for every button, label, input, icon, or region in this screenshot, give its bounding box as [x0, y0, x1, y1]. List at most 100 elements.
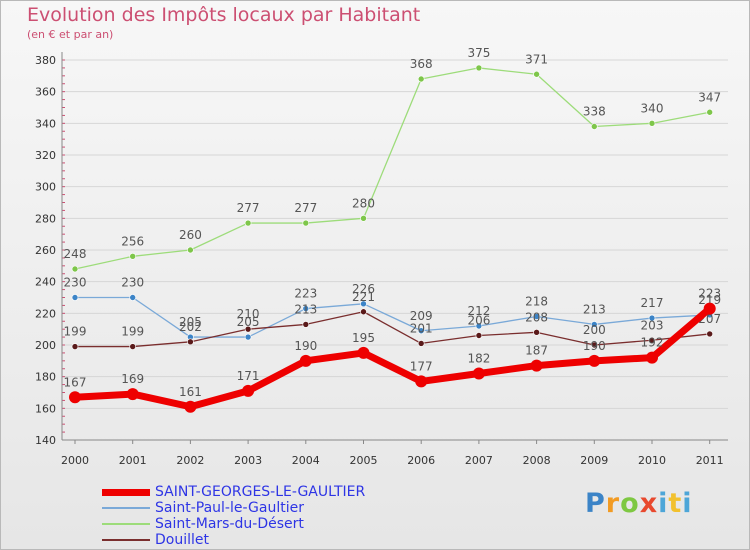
data-point [590, 321, 598, 328]
data-point [530, 359, 543, 372]
x-tick-label: 2005 [350, 454, 378, 467]
data-point [590, 123, 598, 130]
data-point [706, 330, 714, 338]
data-point [533, 70, 540, 78]
legend-label: Saint-Paul-le-Gaultier [155, 500, 304, 516]
data-label: 195 [352, 331, 375, 345]
x-tick-label: 2009 [580, 454, 608, 467]
data-label: 218 [525, 295, 548, 309]
data-point [648, 336, 656, 344]
data-label: 280 [352, 196, 375, 210]
legend-item: Douillet [102, 532, 402, 548]
chart-title: Evolution des Impôts locaux par Habitant [27, 4, 421, 26]
data-label: 208 [525, 310, 548, 324]
legend-item: Saint-Mars-du-Désert [102, 516, 402, 532]
data-label: 223 [294, 287, 317, 301]
data-label: 248 [64, 247, 87, 261]
data-point [590, 341, 598, 349]
y-tick-label: 220 [35, 307, 56, 320]
data-point [302, 305, 310, 312]
data-label: 340 [641, 101, 664, 115]
legend-swatch [102, 507, 150, 509]
series-line [74, 67, 710, 270]
y-tick-label: 340 [35, 117, 56, 130]
y-tick-label: 300 [35, 181, 56, 194]
data-point [187, 246, 194, 254]
series-line [75, 296, 710, 338]
legend-item: SAINT-GEORGES-LE-GAULTIER [102, 484, 402, 500]
data-point [129, 343, 136, 350]
data-label: 375 [467, 46, 490, 60]
legend-swatch [102, 539, 150, 541]
data-point [360, 308, 367, 316]
data-label: 206 [467, 314, 490, 328]
data-point [417, 75, 425, 83]
legend-swatch [102, 489, 150, 496]
y-tick-label: 260 [35, 244, 56, 257]
x-tick-label: 2008 [523, 454, 551, 467]
x-tick-label: 2002 [176, 454, 204, 467]
plot-area [62, 52, 728, 440]
data-label: 223 [698, 287, 721, 301]
x-tick-label: 2001 [119, 454, 147, 467]
y-tick-label: 240 [35, 276, 56, 289]
x-tick-label: 2004 [292, 454, 320, 467]
data-label: 171 [237, 369, 260, 383]
data-point [475, 322, 483, 330]
x-tick-label: 2007 [465, 454, 493, 467]
data-point [648, 120, 656, 127]
y-tick-label: 160 [35, 402, 56, 415]
data-point [244, 333, 252, 341]
data-point [302, 321, 310, 328]
data-point [299, 354, 312, 367]
legend-item: Saint-Paul-le-Gaultier [102, 500, 402, 516]
x-tick-label: 2011 [696, 454, 724, 467]
y-tick-label: 280 [35, 212, 56, 225]
data-point [129, 253, 136, 260]
data-point [360, 215, 367, 222]
data-label: 371 [525, 52, 548, 66]
data-label: 202 [179, 320, 202, 334]
data-point [360, 300, 367, 308]
data-label: 201 [410, 321, 433, 335]
data-label: 212 [467, 304, 490, 318]
data-point [302, 219, 310, 227]
legend-label: Douillet [155, 532, 209, 548]
data-label: 190 [294, 339, 317, 353]
data-label: 161 [179, 385, 202, 399]
legend: SAINT-GEORGES-LE-GAULTIER Saint-Paul-le-… [102, 484, 402, 548]
data-point [648, 314, 656, 322]
data-label: 177 [410, 359, 433, 373]
data-label: 182 [467, 352, 490, 366]
data-label: 256 [121, 234, 144, 248]
proxiti-logo: Proxiti [585, 488, 693, 519]
data-point [71, 294, 79, 301]
data-label: 209 [410, 309, 433, 323]
legend-label: Saint-Mars-du-Désert [155, 516, 304, 532]
data-point [244, 219, 252, 227]
y-tick-label: 200 [35, 339, 56, 352]
data-point [69, 391, 81, 404]
data-point [588, 354, 601, 367]
data-point [533, 313, 540, 320]
y-tick-label: 380 [35, 54, 56, 67]
data-label: 217 [641, 296, 664, 310]
data-label: 277 [237, 201, 260, 215]
data-label: 347 [698, 90, 721, 104]
data-point [129, 294, 136, 301]
data-label: 230 [64, 276, 87, 290]
data-label: 260 [179, 228, 202, 242]
data-label: 205 [179, 315, 202, 329]
x-tick-label: 2010 [638, 454, 666, 467]
data-label: 219 [698, 293, 721, 307]
x-tick-label: 2003 [234, 454, 262, 467]
series-line [74, 305, 712, 411]
data-label: 192 [641, 336, 664, 350]
data-label: 200 [583, 323, 606, 337]
chart-subtitle: (en € et par an) [27, 28, 114, 41]
data-point [475, 64, 483, 72]
data-label: 169 [121, 372, 144, 386]
data-point [415, 375, 428, 388]
data-label: 277 [294, 201, 317, 215]
